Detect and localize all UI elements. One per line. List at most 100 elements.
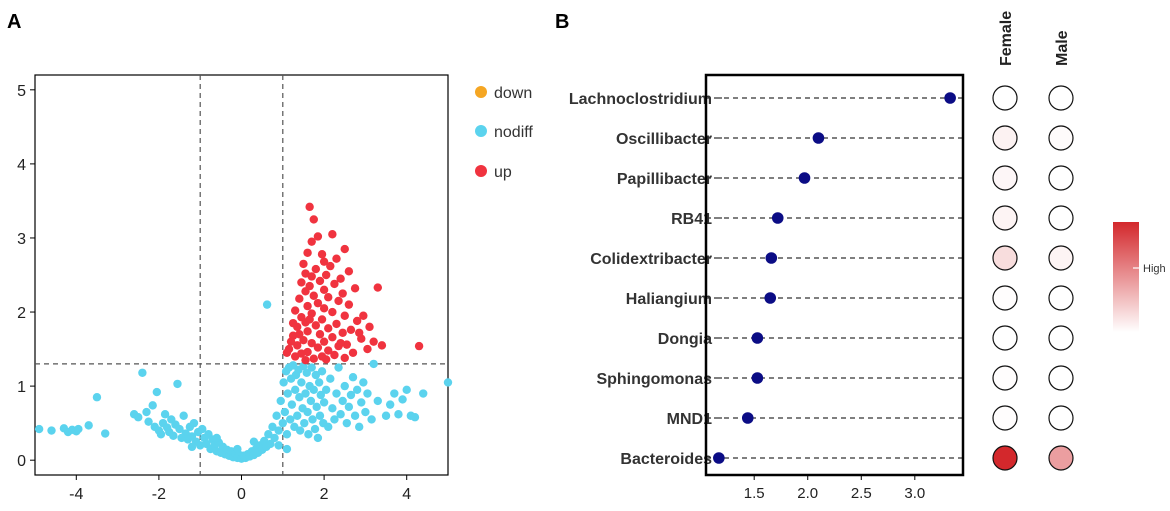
point-up [365, 322, 374, 332]
point-nodiff [187, 442, 197, 452]
point-nodiff [313, 433, 323, 443]
point-nodiff [293, 411, 302, 420]
point-up [307, 237, 316, 246]
point-nodiff [189, 418, 199, 428]
point-nodiff [266, 439, 275, 449]
volcano-plot: -4 -2 0 2 4 0 1 2 3 4 5 [17, 74, 453, 503]
panel-a-label: A [7, 11, 21, 33]
point-up [315, 330, 325, 339]
category-label: Sphingomonas [596, 371, 712, 388]
heat-cell-female [992, 445, 1018, 471]
point-nodiff [344, 402, 354, 412]
point-nodiff [47, 426, 56, 435]
point-nodiff [198, 424, 207, 434]
point-up [328, 307, 337, 317]
heat-cell-male [1048, 85, 1074, 111]
point-nodiff [307, 363, 316, 372]
point-up [328, 333, 337, 342]
category-label: RB41 [671, 211, 712, 228]
point-nodiff [359, 378, 368, 387]
point-nodiff [84, 421, 93, 430]
point-nodiff [264, 430, 273, 439]
point-up [321, 270, 331, 280]
point-up [309, 354, 318, 363]
lollipop-dashed-lines [706, 97, 963, 459]
point-up [359, 311, 368, 320]
lollipop-dot [764, 292, 777, 304]
legend-label-nodiff: nodiff [494, 124, 533, 141]
heat-cell-female [992, 125, 1018, 151]
point-nodiff [249, 437, 259, 446]
point-nodiff [308, 415, 317, 424]
lollipop-plot-frame [704, 73, 965, 477]
point-up [346, 325, 356, 335]
legend-label-down: down [494, 85, 532, 102]
point-nodiff [330, 415, 339, 424]
point-nodiff [321, 385, 331, 395]
point-nodiff [92, 393, 102, 402]
point-up [336, 338, 345, 348]
point-nodiff [290, 385, 300, 395]
point-up [299, 259, 308, 269]
point-up [340, 353, 349, 363]
point-nodiff [304, 430, 313, 439]
point-nodiff [144, 417, 153, 426]
point-nodiff [316, 390, 325, 400]
legend-item-nodiff: nodiff [475, 124, 533, 141]
point-nodiff [279, 378, 288, 387]
point-nodiff [348, 373, 358, 382]
lollipop-plot: Lachnoclostridium Oscillibacter Papillibac… [569, 73, 965, 502]
point-nodiff [315, 411, 325, 420]
point-up [282, 348, 292, 357]
legend-item-down: down [475, 85, 532, 102]
point-up [305, 202, 314, 212]
point-nodiff [268, 422, 277, 432]
color-scale-bar [1113, 222, 1139, 332]
point-nodiff [410, 413, 420, 422]
color-scale: High [1113, 222, 1166, 332]
point-up [317, 250, 327, 259]
point-up [338, 328, 347, 337]
x-tick-label: -4 [69, 486, 83, 503]
point-up [290, 306, 300, 315]
color-scale-label-high: High [1143, 263, 1166, 275]
point-nodiff [34, 424, 44, 434]
point-nodiff [355, 422, 364, 432]
heat-cell-male [1048, 205, 1074, 231]
point-up [369, 337, 378, 346]
heat-cell-male [1048, 125, 1074, 151]
heat-cell-female [992, 325, 1018, 351]
point-nodiff [278, 418, 287, 428]
point-up [332, 319, 341, 329]
y-tick-label: 0 [17, 453, 26, 470]
column-header-female: Female [998, 11, 1015, 66]
point-nodiff [332, 389, 341, 398]
point-up [315, 276, 325, 286]
point-nodiff [338, 396, 347, 406]
heat-cell-male [1048, 285, 1074, 311]
legend-swatch-up [475, 165, 487, 177]
point-nodiff [286, 415, 295, 424]
point-up [373, 283, 382, 292]
point-nodiff [152, 387, 162, 397]
point-nodiff [156, 430, 166, 439]
lollipop-dot [751, 372, 764, 384]
legend-swatch-down [475, 86, 487, 98]
heatmap-circles: Female Male [992, 11, 1074, 471]
heat-cell-female [992, 365, 1018, 391]
point-nodiff [319, 398, 329, 407]
lollipop-dot [713, 452, 725, 464]
point-nodiff [302, 368, 311, 377]
point-nodiff [381, 411, 391, 420]
heat-cell-male [1048, 325, 1074, 351]
lollipop-dots [713, 92, 956, 464]
point-nodiff [352, 385, 362, 395]
point-up [307, 272, 316, 281]
point-up [330, 350, 339, 360]
heat-cell-female [992, 285, 1018, 311]
point-up [293, 341, 302, 350]
point-up [319, 337, 329, 346]
y-tick-label: 5 [17, 83, 26, 100]
point-nodiff [336, 410, 345, 419]
panel-b-label: B [555, 11, 569, 33]
